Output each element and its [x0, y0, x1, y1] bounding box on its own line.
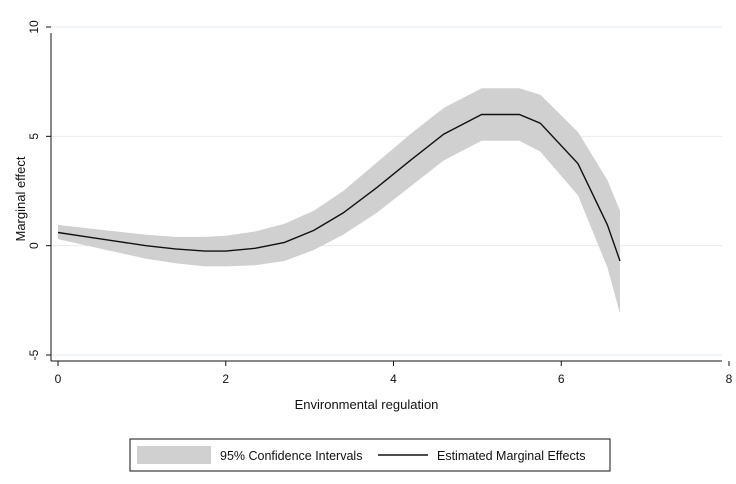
legend-box — [129, 438, 611, 472]
legend-swatch-band — [137, 446, 211, 464]
x-tick-label-4: 4 — [390, 372, 397, 386]
confidence-band — [58, 88, 620, 314]
y-tick-label--5: -5 — [27, 349, 41, 360]
legend-label-band: 95% Confidence Intervals — [220, 449, 362, 463]
x-tick-label-6: 6 — [558, 372, 565, 386]
y-tick-label-5: 5 — [27, 133, 41, 140]
axes — [50, 33, 722, 362]
x-tick-label-2: 2 — [222, 372, 229, 386]
marginal-effect-line-layer — [57, 113, 621, 262]
y-axis-ticks: -5 0 5 10 — [27, 20, 51, 360]
x-tick-label-0: 0 — [55, 372, 62, 386]
legend: 95% Confidence Intervals Estimated Margi… — [129, 438, 611, 472]
x-axis-title: Environmental regulation — [295, 397, 439, 412]
y-tick-label-10: 10 — [27, 20, 41, 34]
legend-label-line: Estimated Marginal Effects — [437, 449, 585, 463]
y-axis-title: Marginal effect — [13, 156, 28, 241]
marginal-effect-line — [57, 113, 621, 262]
confidence-band-layer — [58, 88, 620, 314]
x-axis-ticks: 0 2 4 6 8 — [55, 361, 733, 386]
x-tick-label-8: 8 — [726, 372, 733, 386]
y-tick-label-0: 0 — [27, 242, 41, 249]
